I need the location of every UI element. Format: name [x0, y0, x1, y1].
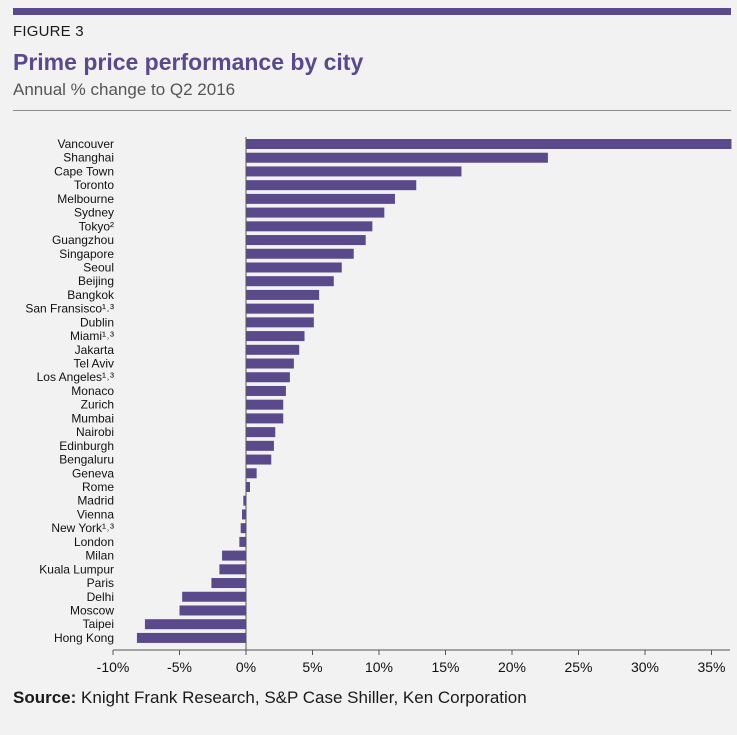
category-label: Tel Aviv — [74, 357, 114, 371]
x-tick-label: -5% — [167, 659, 192, 675]
source-label: Source: — [13, 688, 77, 707]
bar — [211, 578, 246, 589]
bar — [144, 619, 246, 630]
bar — [182, 591, 246, 602]
category-label: Paris — [87, 576, 114, 590]
category-label: San Fransisco¹˒³ — [25, 302, 114, 316]
bar — [246, 468, 257, 479]
bar — [246, 207, 385, 218]
category-label: Zurich — [81, 398, 114, 412]
bar — [246, 440, 274, 451]
bar — [242, 509, 246, 520]
bar — [246, 454, 272, 465]
category-label: Milan — [85, 549, 114, 563]
category-label: Hong Kong — [54, 631, 114, 645]
bar — [246, 193, 395, 204]
category-label: Kuala Lumpur — [39, 562, 114, 576]
bar — [246, 427, 276, 438]
category-label: Vienna — [77, 507, 114, 521]
header-rule — [13, 110, 731, 111]
category-label: Monaco — [71, 384, 114, 398]
bar — [246, 152, 548, 163]
bar — [239, 536, 246, 547]
bar — [136, 632, 246, 643]
bar — [246, 399, 284, 410]
top-rule — [13, 8, 731, 15]
category-label: Vancouver — [58, 137, 114, 151]
x-tick-label: 15% — [431, 659, 459, 675]
bar — [246, 139, 732, 149]
x-tick-label: 25% — [564, 659, 592, 675]
category-label: Dublin — [80, 315, 114, 329]
x-tick-label: -10% — [97, 659, 130, 675]
chart-subtitle: Annual % change to Q2 2016 — [13, 80, 236, 99]
x-tick-label: 0% — [236, 659, 256, 675]
category-label: Mumbai — [71, 411, 114, 425]
bar — [246, 303, 314, 314]
bar — [246, 289, 320, 300]
bar — [219, 564, 246, 575]
category-label: Sydney — [74, 206, 114, 220]
bar — [246, 413, 284, 424]
bar — [246, 331, 305, 342]
bar — [240, 523, 246, 534]
source-note: Source: Knight Frank Research, S&P Case … — [13, 688, 527, 708]
category-label: Melbourne — [57, 192, 114, 206]
category-label: London — [74, 535, 114, 549]
x-tick-label: 10% — [365, 659, 393, 675]
x-tick-label: 30% — [631, 659, 659, 675]
category-label: Delhi — [87, 590, 114, 604]
category-label: Guangzhou — [52, 233, 114, 247]
bar — [246, 482, 250, 492]
bar — [246, 385, 286, 396]
bar — [179, 605, 246, 616]
source-text: Knight Frank Research, S&P Case Shiller,… — [76, 688, 527, 707]
bar — [246, 372, 290, 383]
x-tick-label: 5% — [302, 659, 322, 675]
category-label: Bengaluru — [59, 453, 114, 467]
category-label: Tokyo² — [79, 219, 114, 233]
chart-title: Prime price performance by city — [13, 49, 364, 75]
category-label: Bangkok — [67, 288, 115, 302]
bar — [246, 262, 342, 273]
x-tick-label: 35% — [697, 659, 725, 675]
bar — [246, 221, 373, 232]
category-label: Seoul — [83, 260, 114, 274]
bar — [246, 166, 462, 177]
category-label: New York¹˒³ — [51, 521, 114, 535]
bar — [246, 180, 417, 191]
category-label: Madrid — [77, 494, 114, 508]
bar — [243, 495, 246, 506]
category-label: Jakarta — [75, 343, 115, 357]
bar — [246, 276, 334, 287]
category-label: Singapore — [59, 247, 114, 261]
category-label: Edinburgh — [59, 439, 114, 453]
bar — [222, 550, 246, 561]
bar — [246, 317, 314, 328]
category-label: Nairobi — [76, 425, 114, 439]
category-label: Taipei — [83, 617, 114, 631]
bar — [246, 248, 354, 259]
category-label: Shanghai — [63, 151, 114, 165]
category-label: Los Angeles¹˒³ — [37, 370, 114, 384]
category-label: Toronto — [74, 178, 114, 192]
category-label: Rome — [82, 480, 114, 494]
category-label: Cape Town — [54, 164, 114, 178]
category-label: Moscow — [70, 603, 114, 617]
bar — [246, 358, 294, 369]
figure-label: FIGURE 3 — [13, 23, 84, 40]
bar — [246, 235, 366, 246]
category-label: Beijing — [78, 274, 114, 288]
bar — [246, 344, 300, 355]
category-label: Geneva — [72, 466, 114, 480]
category-label: Miami¹˒³ — [70, 329, 114, 343]
x-tick-label: 20% — [498, 659, 526, 675]
